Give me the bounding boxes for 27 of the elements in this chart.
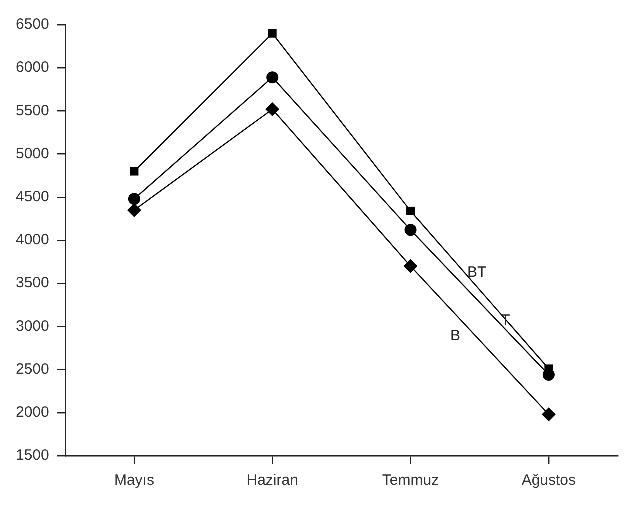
point	[404, 259, 418, 274]
y-tick-label: 1500	[16, 447, 50, 464]
x-tick-label: Temmuz	[382, 472, 440, 490]
y-tick-label: 4500	[16, 188, 50, 206]
point	[542, 408, 556, 422]
y-tick-label: 3500	[16, 274, 50, 292]
x-tick-label: Mayıs	[114, 472, 154, 490]
y-tick-label: 2500	[16, 360, 50, 378]
y-tick-label: 6000	[16, 59, 50, 76]
x-tick-label: Ağustos	[522, 472, 576, 490]
x-tick-label: Haziran	[246, 472, 298, 490]
point	[406, 206, 416, 216]
point	[128, 193, 140, 206]
point	[266, 72, 279, 84]
series-label: BT	[467, 264, 487, 282]
point	[130, 167, 139, 176]
y-tick-label: 6500	[16, 16, 50, 34]
point	[268, 29, 277, 38]
y-tick-label: 5500	[16, 102, 50, 120]
y-tick-label: 3000	[16, 318, 50, 335]
y-tick-label: 5000	[16, 145, 50, 162]
point	[404, 224, 417, 236]
y-tick-label: 4000	[16, 232, 50, 249]
series-label: B	[450, 328, 460, 345]
point	[127, 203, 142, 218]
y-tick-label: 2000	[16, 404, 50, 422]
point	[266, 102, 280, 116]
